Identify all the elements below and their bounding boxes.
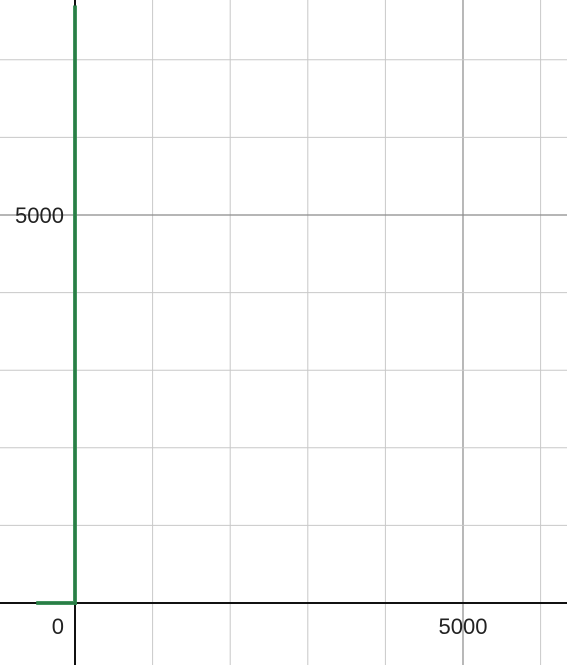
tick-label-origin: 0 xyxy=(52,614,64,639)
tick-label-x: 5000 xyxy=(439,614,488,639)
series-line xyxy=(36,5,77,605)
series-layer xyxy=(36,5,77,605)
tick-labels: 0 5000 5000 xyxy=(15,203,487,639)
tick-label-y: 5000 xyxy=(15,203,64,228)
